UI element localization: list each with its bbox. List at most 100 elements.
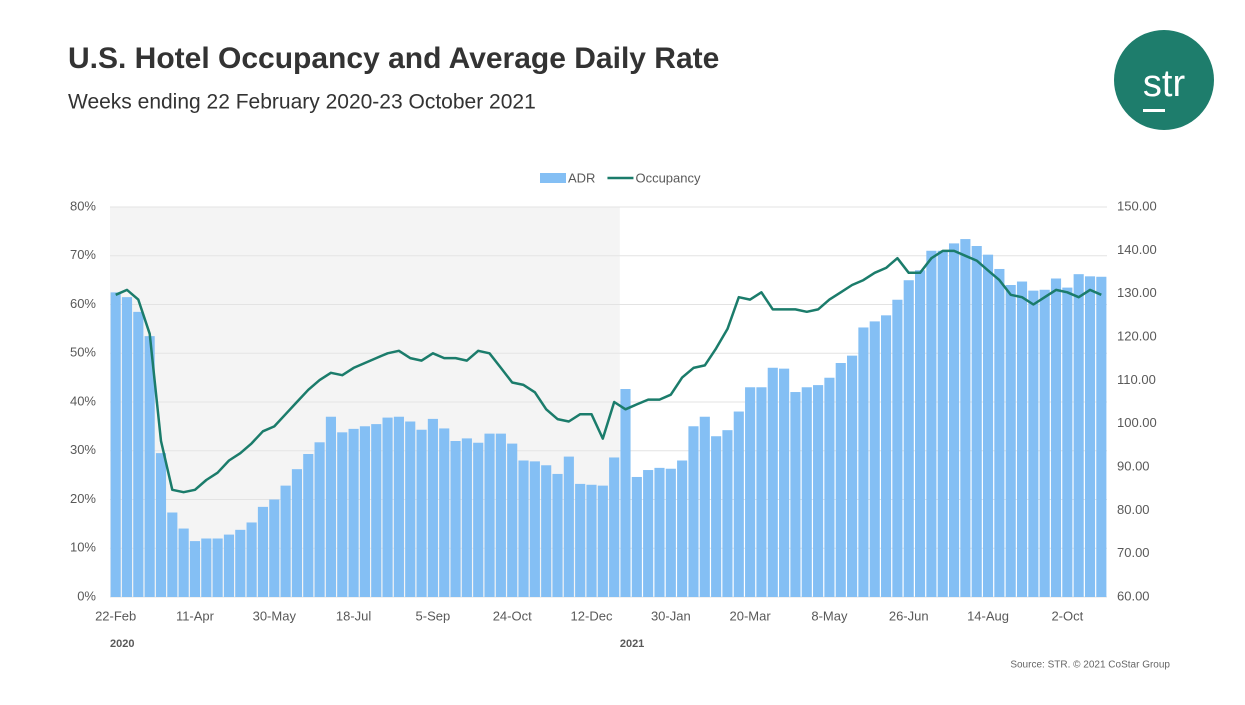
bar (473, 442, 484, 597)
x-tick-label: 14-Aug (967, 608, 1009, 623)
bar (507, 443, 518, 597)
bar (1039, 289, 1050, 597)
logo-underline (1143, 109, 1165, 112)
bar (382, 417, 393, 597)
bar (575, 483, 586, 597)
bar (767, 367, 778, 597)
bar (665, 468, 676, 597)
x-tick-label: 30-May (253, 608, 297, 623)
bar (235, 529, 246, 597)
bar (609, 457, 620, 597)
bar (246, 522, 257, 597)
y2-tick-label: 130.00 (1117, 285, 1157, 300)
line (115, 249, 1102, 494)
bar (881, 315, 892, 597)
bar (518, 460, 529, 597)
legend-label: ADR (568, 170, 595, 185)
bar (835, 363, 846, 597)
y2-tick-label: 60.00 (1117, 588, 1150, 603)
bar (1062, 287, 1073, 597)
bar (189, 541, 201, 597)
bar (484, 433, 495, 597)
x-tick-label: 8-May (811, 608, 848, 623)
bar (1096, 276, 1107, 597)
bar (495, 433, 506, 597)
legend-swatch (540, 173, 566, 183)
y-tick-label: 30% (70, 442, 96, 457)
bar (269, 499, 280, 597)
bar (110, 292, 121, 597)
bar (178, 528, 189, 597)
y-tick-label: 40% (70, 393, 96, 408)
bar (756, 387, 767, 597)
bar (121, 297, 133, 597)
bar (779, 368, 790, 597)
bar (960, 239, 971, 598)
x-tick-label: 26-Jun (889, 608, 929, 623)
bar (1005, 285, 1016, 597)
bar (654, 467, 665, 597)
bar (1016, 281, 1028, 597)
bar (461, 438, 472, 597)
y-tick-label: 20% (70, 491, 96, 506)
bar (541, 465, 552, 597)
bar (1084, 276, 1096, 597)
bar (813, 385, 824, 597)
bar (824, 377, 835, 597)
y-tick-label: 60% (70, 296, 96, 311)
bar (291, 469, 303, 597)
bar (914, 270, 926, 597)
bar (314, 442, 325, 597)
x-tick-label: 30-Jan (651, 608, 691, 623)
x-tick-label: 5-Sep (416, 608, 451, 623)
y-tick-label: 10% (70, 540, 96, 555)
bar (552, 473, 563, 597)
bar (359, 426, 370, 597)
bar (427, 418, 438, 597)
year-label: 2021 (620, 638, 644, 650)
x-tick-label: 24-Oct (493, 608, 532, 623)
y2-tick-label: 70.00 (1117, 545, 1150, 560)
bar (257, 506, 269, 597)
bar (563, 456, 574, 597)
bar (393, 416, 404, 597)
bar (201, 538, 212, 597)
y2-tick-label: 100.00 (1117, 415, 1157, 430)
bar (405, 421, 416, 597)
bar (892, 299, 903, 597)
bar (529, 461, 540, 597)
bar (1073, 274, 1084, 597)
bar (801, 387, 812, 597)
y-tick-label: 50% (70, 345, 96, 360)
bar (971, 246, 982, 597)
bar (745, 387, 756, 597)
y2-tick-label: 120.00 (1117, 328, 1157, 343)
y2-tick-label: 150.00 (1117, 198, 1157, 213)
bar (699, 416, 710, 597)
bar (439, 428, 450, 597)
bar (1028, 290, 1039, 597)
bar (948, 243, 960, 597)
bar (597, 485, 608, 597)
bar (586, 484, 597, 597)
y2-tick-label: 90.00 (1117, 458, 1150, 473)
bar (280, 485, 291, 597)
bar (688, 426, 699, 597)
bar (982, 254, 994, 597)
bar (371, 424, 382, 597)
bar (1050, 278, 1062, 597)
bar (303, 454, 314, 597)
bar (144, 336, 155, 597)
chart-title: U.S. Hotel Occupancy and Average Daily R… (68, 42, 719, 75)
x-tick-label: 11-Apr (176, 608, 215, 623)
logo-circle (1114, 30, 1214, 130)
bar (450, 441, 461, 597)
x-tick-label: 20-Mar (730, 608, 772, 623)
bar (858, 327, 869, 597)
bar (416, 429, 427, 597)
bar (677, 460, 688, 597)
x-tick-label: 2-Oct (1051, 608, 1083, 623)
bar (348, 428, 359, 597)
legend-label: Occupancy (635, 170, 701, 185)
y-tick-label: 80% (70, 198, 96, 213)
